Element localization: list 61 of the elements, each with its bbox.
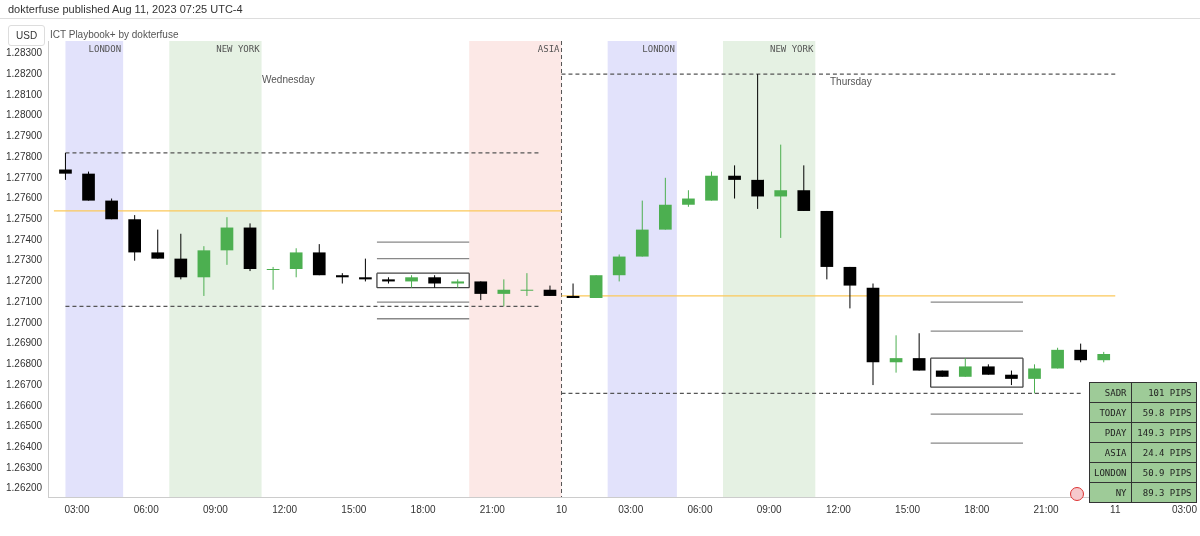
annotation: Wednesday [262, 74, 315, 85]
x-tick-label: 18:00 [964, 503, 990, 515]
x-tick-label: 03:00 [618, 503, 644, 515]
y-tick-label: 1.27100 [5, 295, 43, 307]
y-tick-label: 1.27800 [5, 150, 43, 162]
text: 89.3 PIPS [1142, 487, 1192, 498]
band-label: NEW YORK [216, 43, 261, 54]
y-tick-label: 1.26700 [5, 378, 43, 390]
text: 101 PIPS [1148, 387, 1192, 398]
y-tick-label: 1.28000 [5, 109, 43, 121]
band-label: ASIA [537, 43, 561, 54]
chart-title: ICT Playbook+ by dokterfuse [50, 29, 179, 40]
y-tick-label: 1.27300 [5, 254, 43, 266]
annotation: Thursday [830, 76, 872, 87]
y-axis-title: USD [8, 25, 46, 46]
category-label: LONDON [1089, 462, 1132, 483]
y-tick-label: 1.27200 [5, 275, 43, 287]
y-tick-label: 1.28300 [5, 47, 43, 59]
y-tick-label: 1.27900 [5, 130, 43, 142]
x-tick-label: 06:00 [687, 503, 713, 515]
text: 50.9 PIPS [1142, 467, 1192, 478]
y-tick-label: 1.26200 [5, 482, 43, 494]
x-tick-label: 09:00 [756, 503, 783, 515]
y-tick-label: 1.26400 [5, 441, 43, 452]
y-tick-label: 1.28200 [5, 67, 43, 79]
x-tick-label: 15:00 [895, 503, 921, 515]
text: 149.3 PIPS [1137, 427, 1192, 438]
category-label: NY [1089, 482, 1132, 503]
text: 24.4 PIPS [1142, 447, 1192, 458]
y-tick-label: 1.26300 [5, 461, 43, 473]
y-tick-label: 1.26500 [5, 420, 43, 432]
x-tick-label: 15:00 [341, 503, 367, 515]
band-label: NEW YORK [769, 43, 814, 54]
x-tick-label: 12:00 [825, 503, 852, 515]
y-tick-label: 1.27600 [5, 192, 43, 204]
band-label: LONDON [642, 43, 675, 54]
category-label: SADR [1089, 382, 1132, 403]
band-label: LONDON [88, 43, 122, 54]
y-tick-label: 1.26600 [5, 399, 43, 411]
y-tick-label: 1.27700 [5, 171, 43, 183]
category-label: ASIA [1089, 442, 1132, 463]
category-label: TODAY [1089, 402, 1132, 423]
y-tick-label: 1.27000 [5, 316, 43, 328]
x-tick-label: 10 [555, 503, 568, 515]
text: 59.8 PIPS [1142, 407, 1192, 418]
y-tick-label: 1.27500 [5, 213, 43, 224]
x-tick-label: 12:00 [272, 503, 298, 515]
x-tick-label: 03:00 [1171, 503, 1198, 515]
chart-subtitle: dokterfuse published Aug 11, 2023 07:25 UTC-4 [8, 3, 243, 15]
category-label: PDAY [1089, 422, 1132, 443]
y-tick-label: 1.27400 [5, 233, 43, 245]
y-tick-label: 1.26800 [5, 358, 43, 370]
y-tick-label: 1.26900 [5, 337, 43, 349]
x-tick-label: 11 [1110, 503, 1121, 515]
x-tick-label: 03:00 [64, 503, 90, 515]
x-tick-label: 18:00 [410, 503, 437, 515]
x-tick-label: 21:00 [1033, 503, 1059, 515]
x-tick-label: 09:00 [202, 503, 229, 515]
x-tick-label: 21:00 [479, 503, 506, 515]
x-tick-label: 06:00 [133, 503, 160, 515]
y-tick-label: 1.28100 [5, 88, 43, 100]
